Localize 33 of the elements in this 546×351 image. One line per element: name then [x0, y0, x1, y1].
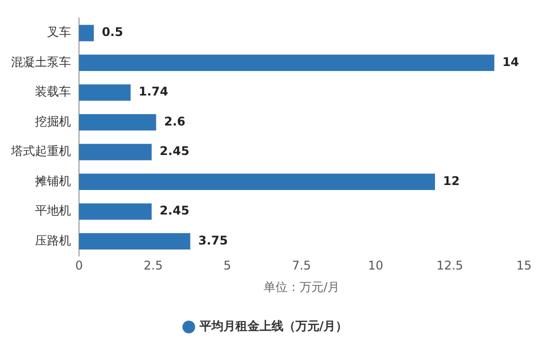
x-tick-label: 2.5 — [144, 258, 163, 273]
data-label: 2.6 — [164, 114, 186, 128]
y-tick-label: 压路机 — [35, 233, 71, 248]
data-label: 2.45 — [160, 144, 190, 158]
bar — [79, 203, 152, 220]
x-tick-label: 7.5 — [292, 258, 312, 273]
data-label: 12 — [443, 174, 460, 188]
bar — [79, 144, 152, 160]
bar — [79, 54, 494, 72]
bar — [79, 233, 190, 250]
y-tick-label: 挖掘机 — [35, 114, 71, 128]
bar — [79, 24, 94, 42]
data-label: 0.5 — [102, 25, 124, 40]
data-label: 3.75 — [198, 233, 228, 248]
data-label: 1.74 — [138, 84, 168, 99]
y-tick-label: 混凝土泵车 — [11, 54, 71, 69]
legend-label: 平均月租金上线（万元/月） — [198, 319, 348, 334]
y-tick-label: 塔式起重机 — [10, 144, 71, 158]
x-tick-label: 0 — [75, 258, 83, 273]
y-tick-label: 平地机 — [35, 204, 71, 218]
x-axis-title: 单位：万元/月 — [263, 280, 340, 294]
data-label: 2.45 — [160, 204, 190, 218]
bar — [79, 174, 435, 190]
y-tick-label: 摊铺机 — [35, 174, 71, 188]
x-tick-label: 5 — [224, 258, 232, 273]
x-tick-label: 15 — [516, 258, 532, 273]
x-tick-label: 10 — [368, 258, 384, 273]
x-tick-label: 12.5 — [436, 258, 464, 273]
y-tick-label: 叉车 — [47, 25, 71, 40]
data-label: 14 — [502, 54, 520, 69]
bar — [79, 114, 156, 131]
bar — [79, 84, 131, 101]
y-tick-label: 装载车 — [35, 84, 71, 99]
